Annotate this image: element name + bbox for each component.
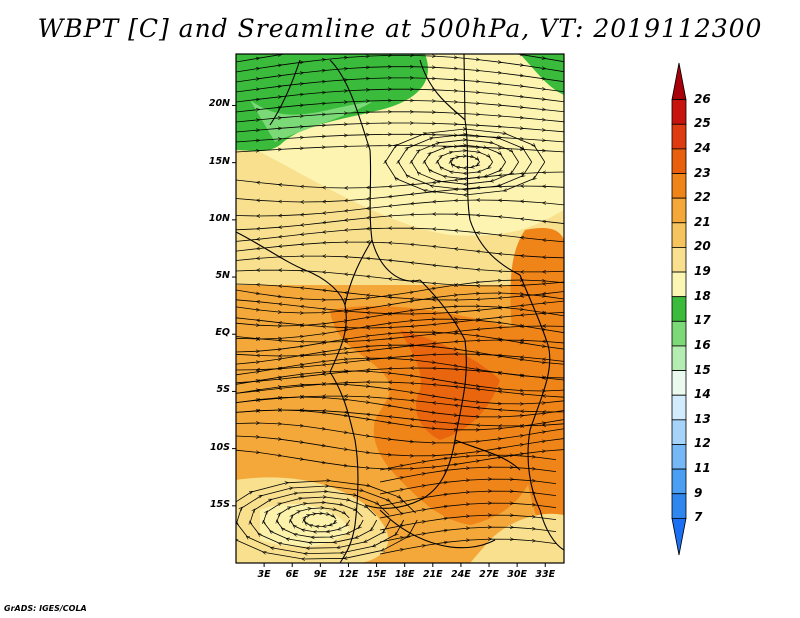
colorbar-swatch	[671, 197, 687, 224]
streamline	[379, 539, 557, 555]
colorbar-swatch	[671, 222, 687, 248]
lon-label: 24E	[451, 569, 471, 580]
lat-label: 15S	[209, 498, 230, 510]
streamline	[379, 455, 557, 471]
colorbar-label: 14	[694, 387, 711, 402]
lon-label: 27E	[479, 569, 499, 580]
lon-label: 3E	[257, 569, 271, 580]
colorbar-swatch	[671, 320, 687, 347]
streamline	[236, 89, 564, 103]
colorbar-swatch	[671, 148, 687, 174]
colorbar-label: 23	[694, 165, 711, 180]
lon-label: 30E	[507, 569, 527, 580]
colorbar-swatch	[671, 394, 687, 421]
streamline	[236, 228, 564, 243]
colorbar-swatch	[671, 271, 687, 298]
colorbar	[671, 62, 687, 556]
colorbar-swatch	[671, 345, 687, 371]
plot-title: WBPT [C] and Sreamline at 500hPa, VT: 20…	[37, 14, 763, 43]
streamline	[379, 503, 557, 519]
streamline	[379, 491, 557, 507]
colorbar-label: 7	[694, 510, 703, 525]
colorbar-swatch	[671, 370, 687, 396]
colorbar-swatch	[671, 99, 687, 125]
streamline	[379, 479, 557, 495]
colorbar-swatch	[671, 173, 687, 199]
lon-label: 6E	[285, 569, 299, 580]
colorbar-label: 15	[694, 362, 711, 377]
streamline	[236, 67, 564, 83]
lon-label: 18E	[394, 569, 415, 580]
colorbar-swatch	[671, 62, 687, 101]
lat-label: 20N	[208, 98, 230, 110]
lat-label: 15N	[208, 155, 230, 167]
streamline	[236, 214, 564, 230]
colorbar-label: 17	[694, 313, 711, 328]
lon-label: 9E	[313, 569, 327, 580]
streamline	[236, 55, 564, 73]
colorbar-swatch	[671, 444, 687, 470]
colorbar-label: 19	[694, 264, 711, 279]
grads-credit: GrADS: IGES/COLA	[4, 604, 87, 613]
colorbar-label: 18	[694, 288, 711, 303]
colorbar-swatch	[671, 123, 687, 150]
colorbar-label: 20	[694, 239, 711, 254]
colorbar-label: 9	[694, 485, 703, 500]
colorbar-label: 26	[694, 91, 711, 106]
colorbar-swatch	[671, 493, 687, 519]
streamline	[236, 101, 564, 113]
streamline	[379, 467, 557, 483]
colorbar-label: 13	[694, 411, 711, 426]
colorbar-swatch	[671, 517, 687, 556]
lon-label: 12E	[338, 569, 359, 580]
map-frame	[235, 53, 565, 564]
streamline	[379, 515, 557, 531]
colorbar-label: 12	[694, 436, 711, 451]
lat-label: EQ	[215, 327, 230, 339]
streamline	[236, 112, 564, 123]
colorbar-label: 16	[694, 337, 711, 352]
colorbar-swatch	[671, 296, 687, 322]
colorbar-label: 21	[694, 214, 711, 229]
lon-label: 21E	[422, 569, 443, 580]
lat-label: 10N	[208, 212, 230, 224]
axis-ticks	[232, 104, 546, 567]
colorbar-label: 24	[694, 140, 711, 155]
colorbar-label: 25	[694, 116, 711, 131]
streamlines	[236, 54, 564, 559]
map-area	[236, 54, 564, 563]
colorbar-label: 11	[694, 461, 711, 476]
colorbar-swatch	[671, 247, 687, 273]
lon-label: 33E	[535, 569, 556, 580]
colorbar-swatch	[671, 419, 687, 445]
colorbar-label: 22	[694, 190, 711, 205]
lat-label: 5S	[216, 384, 230, 396]
lat-label: 10S	[209, 441, 230, 453]
lat-label: 5N	[215, 270, 230, 282]
colorbar-swatch	[671, 468, 687, 495]
streamline	[379, 527, 557, 543]
streamline	[236, 481, 418, 559]
country-borders	[236, 54, 564, 563]
lon-label: 15E	[366, 569, 387, 580]
